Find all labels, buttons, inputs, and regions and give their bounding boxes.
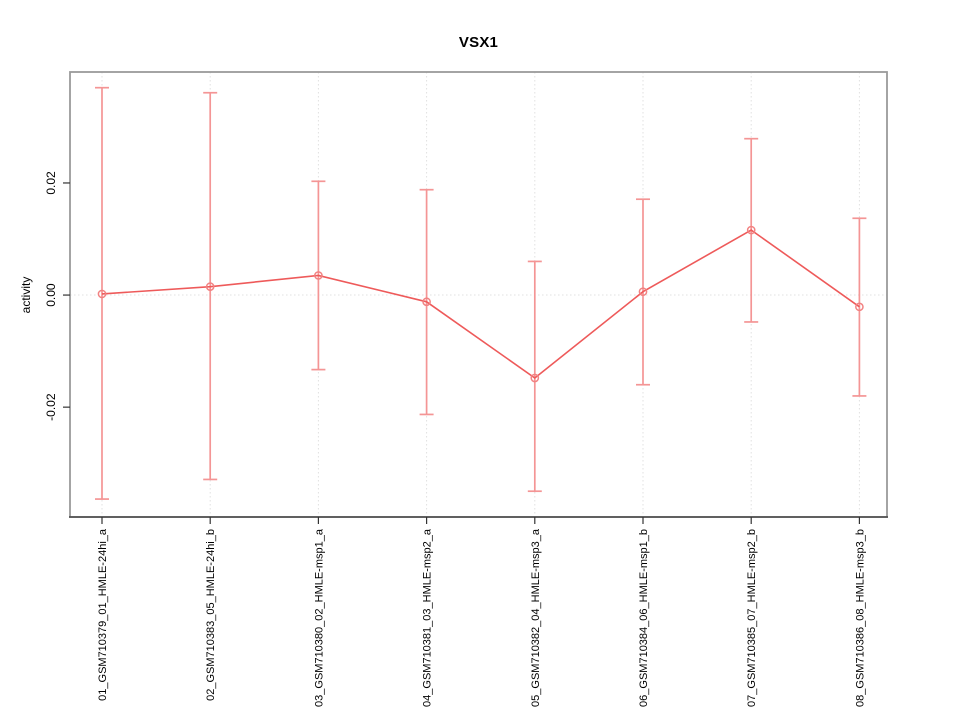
data-point-marker — [314, 271, 323, 280]
data-point-marker — [638, 287, 648, 297]
x-tick-label: 07_GSM710385_07_HMLE-msp2_b — [746, 529, 758, 707]
y-tick-label: 0.02 — [44, 171, 58, 195]
x-tick-label: 03_GSM710380_02_HMLE-msp1_a — [313, 528, 325, 707]
data-point-marker — [97, 289, 107, 299]
y-tick-label: 0.00 — [44, 283, 58, 307]
data-point-marker — [530, 373, 540, 383]
x-tick-label: 06_GSM710384_06_HMLE-msp1_b — [638, 529, 650, 707]
x-tick-label: 04_GSM710381_03_HMLE-msp2_a — [422, 528, 434, 707]
data-point-marker — [422, 297, 431, 307]
x-tick-label: 02_GSM710383_05_HMLE-24hi_b — [205, 529, 217, 701]
data-point-marker — [205, 282, 215, 292]
x-tick-label: 01_GSM710379_01_HMLE-24hi_a — [97, 528, 109, 701]
y-tick-label: -0.02 — [44, 393, 58, 421]
data-point-marker — [746, 225, 756, 235]
plot-border — [69, 71, 888, 518]
x-tick-label: 05_GSM710382_04_HMLE-msp3_a — [530, 528, 542, 707]
data-point-marker — [855, 302, 864, 312]
x-tick-label: 08_GSM710386_08_HMLE-msp3_b — [854, 529, 866, 707]
chart-title: VSX1 — [458, 34, 499, 51]
series-line — [101, 229, 860, 380]
